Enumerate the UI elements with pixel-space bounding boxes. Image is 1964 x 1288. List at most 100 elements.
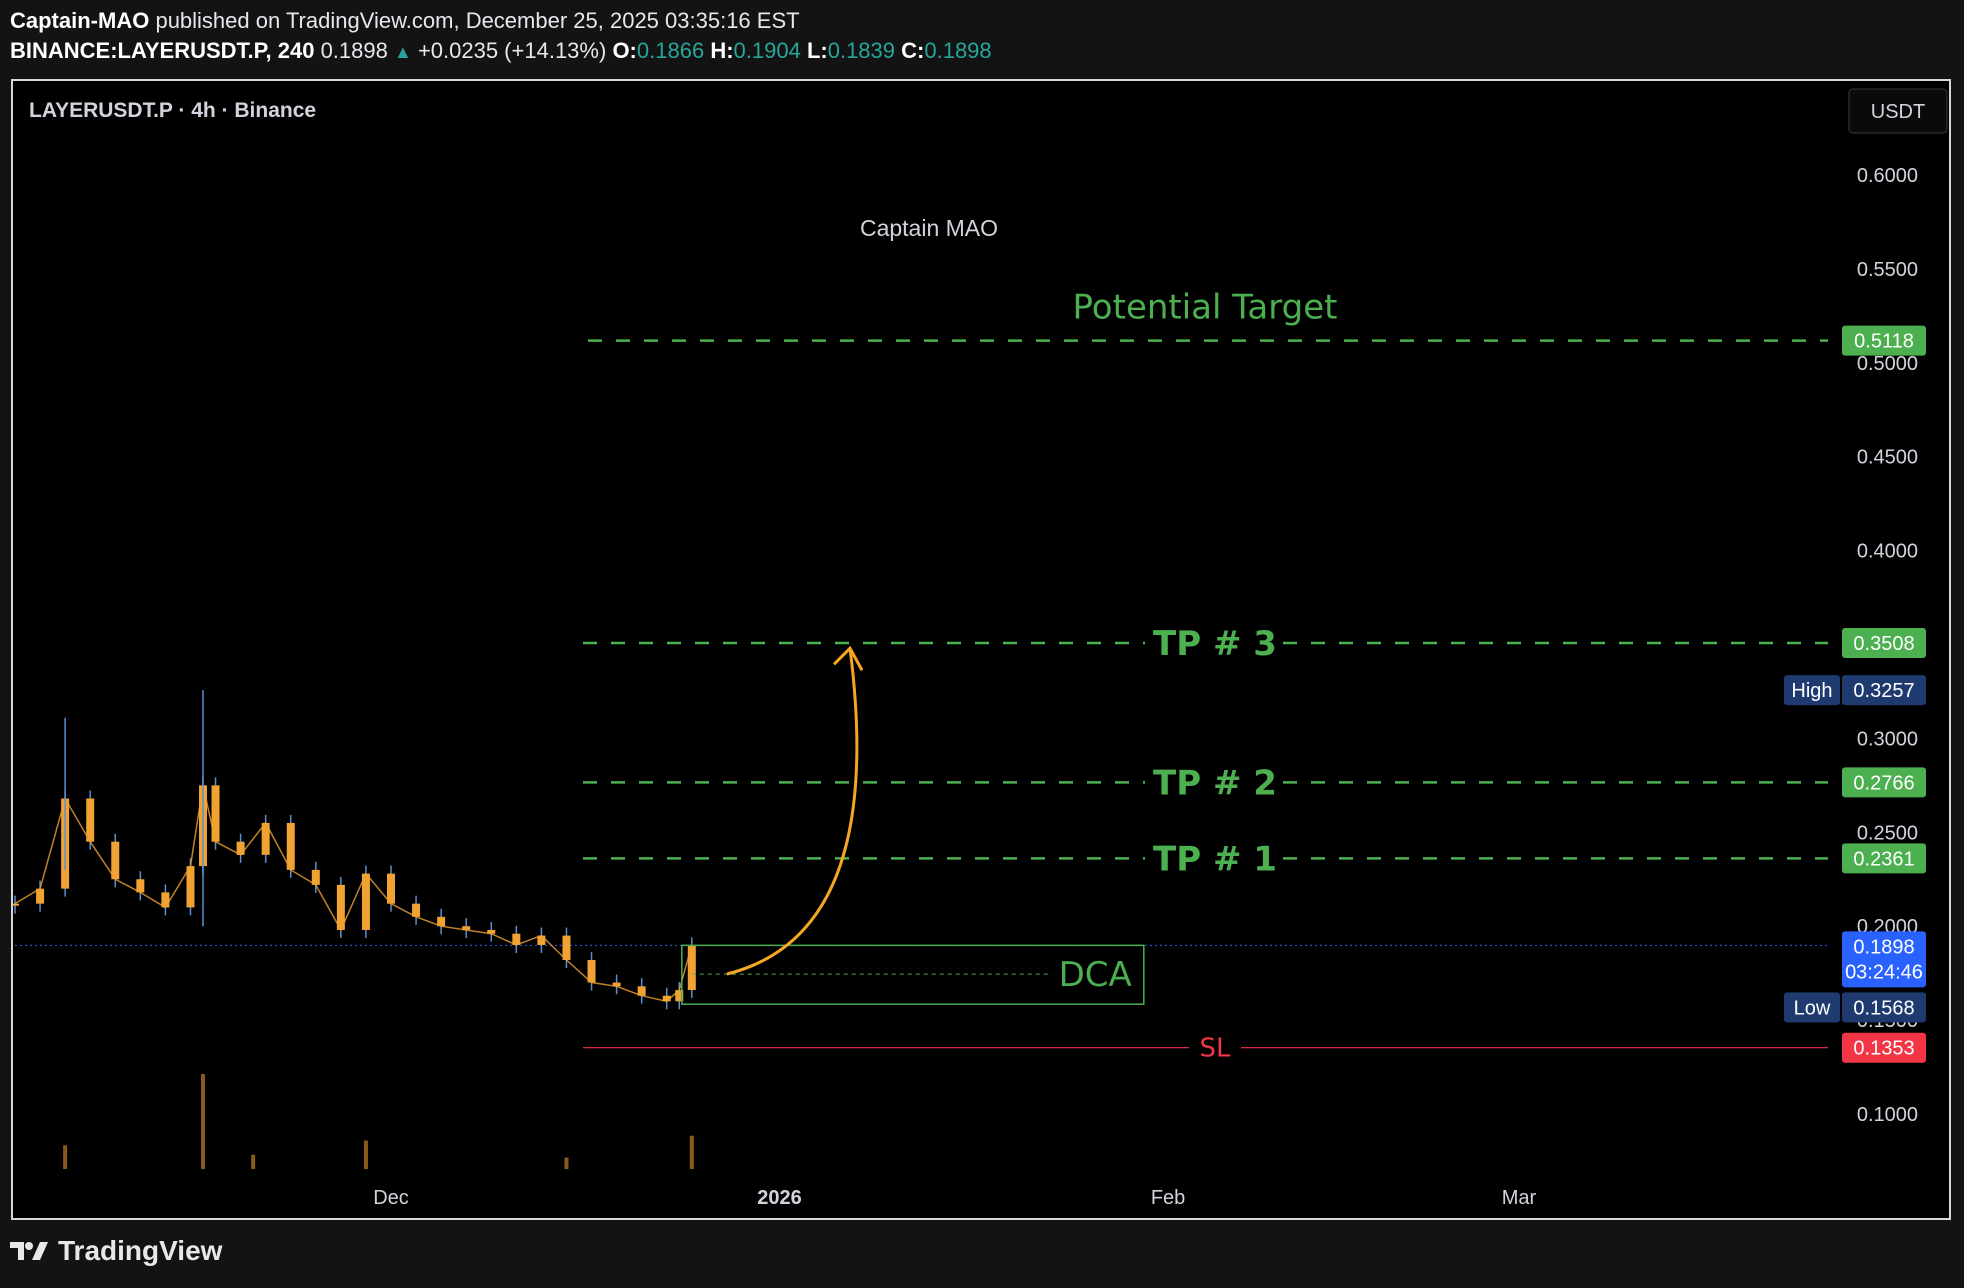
potential-target-label: Potential Target <box>1073 288 1338 328</box>
dca-zone-box <box>681 944 1145 1005</box>
price-badge-value: 0.2766 <box>1853 772 1914 794</box>
price-badge <box>1842 675 1926 706</box>
sl-label: SL <box>1200 1034 1232 1064</box>
y-tick-label: 0.4000 <box>1857 541 1918 563</box>
x-tick-label: Mar <box>1502 1187 1537 1209</box>
candle-body <box>637 986 646 996</box>
candle-body <box>186 866 195 908</box>
close-key: C: <box>901 38 925 63</box>
price-badge-tag <box>1784 992 1840 1023</box>
price-badge-tag-label: High <box>1791 680 1832 702</box>
candle-body <box>612 982 621 987</box>
tradingview-logo[interactable]: TradingView <box>10 1235 222 1267</box>
watermark-text: Captain MAO <box>860 215 998 241</box>
quote-line: BINANCE:LAYERUSDT.P, 240 0.1898 ▲ +0.023… <box>10 36 992 67</box>
y-tick-label: 0.3000 <box>1857 728 1918 750</box>
candle-body <box>512 933 521 945</box>
open-value: 0.1866 <box>636 38 705 63</box>
price-badge <box>1842 843 1926 874</box>
y-tick-label: 0.2500 <box>1857 822 1918 844</box>
currency-button[interactable] <box>1848 88 1948 134</box>
volume-bar <box>363 1140 368 1169</box>
countdown-timer: 03:24:46 <box>1845 961 1923 983</box>
candle-body <box>537 935 546 945</box>
candle-body <box>136 879 145 893</box>
candle-body <box>412 903 421 917</box>
candle-body <box>311 869 320 885</box>
price-badge-value: 0.1568 <box>1853 997 1914 1019</box>
open-key: O: <box>612 38 637 63</box>
brand-name: TradingView <box>58 1235 223 1266</box>
arrow-head-icon <box>832 645 864 671</box>
price-badge <box>1842 325 1926 356</box>
currency-button-label: USDT <box>1871 101 1925 123</box>
volume-bar <box>63 1145 68 1169</box>
price-badge-value: 0.3257 <box>1853 680 1914 702</box>
candle-body <box>361 873 370 930</box>
candle-body <box>261 822 270 855</box>
close-value: 0.1898 <box>924 38 992 63</box>
chart-header: Captain-MAO published on TradingView.com… <box>10 6 992 67</box>
candle-body <box>111 841 120 880</box>
price-badge <box>1842 1032 1926 1063</box>
x-tick-label: Feb <box>1151 1187 1185 1209</box>
price-badge-value: 0.1353 <box>1853 1038 1914 1060</box>
candle-body <box>211 785 220 842</box>
tp-label: TP # 2 <box>1153 763 1277 803</box>
price-badge <box>1842 627 1926 658</box>
tradingview-logo-icon <box>10 1242 48 1260</box>
candle-body <box>675 990 684 1002</box>
instrument-label: LAYERUSDT.P · 4h · Binance <box>29 99 316 122</box>
dca-label: DCA <box>1059 955 1132 995</box>
candle-body <box>562 935 571 961</box>
candle-body <box>236 841 245 855</box>
publish-line: Captain-MAO published on TradingView.com… <box>10 6 992 36</box>
tp-label: TP # 1 <box>1153 839 1277 879</box>
price-badge-value: 0.2361 <box>1853 848 1914 870</box>
author-name[interactable]: Captain-MAO <box>10 8 150 33</box>
price-badge <box>1842 992 1926 1023</box>
tp-label: TP # 3 <box>1153 624 1277 664</box>
candle-body <box>286 822 295 870</box>
candle-body <box>687 945 696 991</box>
symbol-label: BINANCE:LAYERUSDT.P, 240 <box>10 38 315 63</box>
chart-canvas[interactable]: LAYERUSDT.P · 4h · Binance USDT Captain MA… <box>13 81 1949 1218</box>
last-price: 0.1898 <box>320 38 388 63</box>
price-badge <box>1842 931 1926 988</box>
low-value: 0.1839 <box>827 38 896 63</box>
price-badge-value: 0.5118 <box>1854 331 1914 353</box>
candle-body <box>487 929 496 934</box>
high-value: 0.1904 <box>733 38 801 63</box>
volume-bar <box>689 1135 694 1169</box>
y-tick-label: 0.5000 <box>1857 353 1918 375</box>
candle-body <box>13 903 19 906</box>
y-tick-label: 0.6000 <box>1857 165 1918 187</box>
y-tick-label: 0.1000 <box>1857 1104 1918 1126</box>
volume-bar <box>564 1157 569 1169</box>
up-triangle-icon: ▲ <box>393 42 412 62</box>
x-tick-label: Dec <box>373 1187 409 1209</box>
candle-body <box>336 884 345 930</box>
price-badge-tag-label: Low <box>1794 997 1831 1019</box>
projection-arrow <box>726 648 859 976</box>
price-line <box>14 785 693 1003</box>
y-tick-label: 0.5500 <box>1857 259 1918 281</box>
volume-bar <box>201 1074 205 1169</box>
candle-body <box>662 995 671 1002</box>
candle-body <box>437 916 446 927</box>
price-badge-value: 0.1898 <box>1853 936 1914 958</box>
price-change: +0.0235 (+14.13%) <box>417 38 607 63</box>
price-badge <box>1842 767 1926 798</box>
candle-body <box>86 798 95 842</box>
price-badge-tag <box>1784 675 1840 706</box>
candle-body <box>36 888 45 904</box>
high-key: H: <box>710 38 734 63</box>
publish-info: published on TradingView.com, December 2… <box>155 8 800 33</box>
low-key: L: <box>806 38 828 63</box>
chart-pane[interactable]: LAYERUSDT.P · 4h · Binance USDT Captain MA… <box>11 79 1951 1220</box>
candle-body <box>161 892 170 908</box>
price-badge-value: 0.3508 <box>1853 633 1914 655</box>
y-tick-label: 0.4500 <box>1857 447 1918 469</box>
volume-bar <box>251 1154 256 1169</box>
candle-body <box>387 873 395 904</box>
